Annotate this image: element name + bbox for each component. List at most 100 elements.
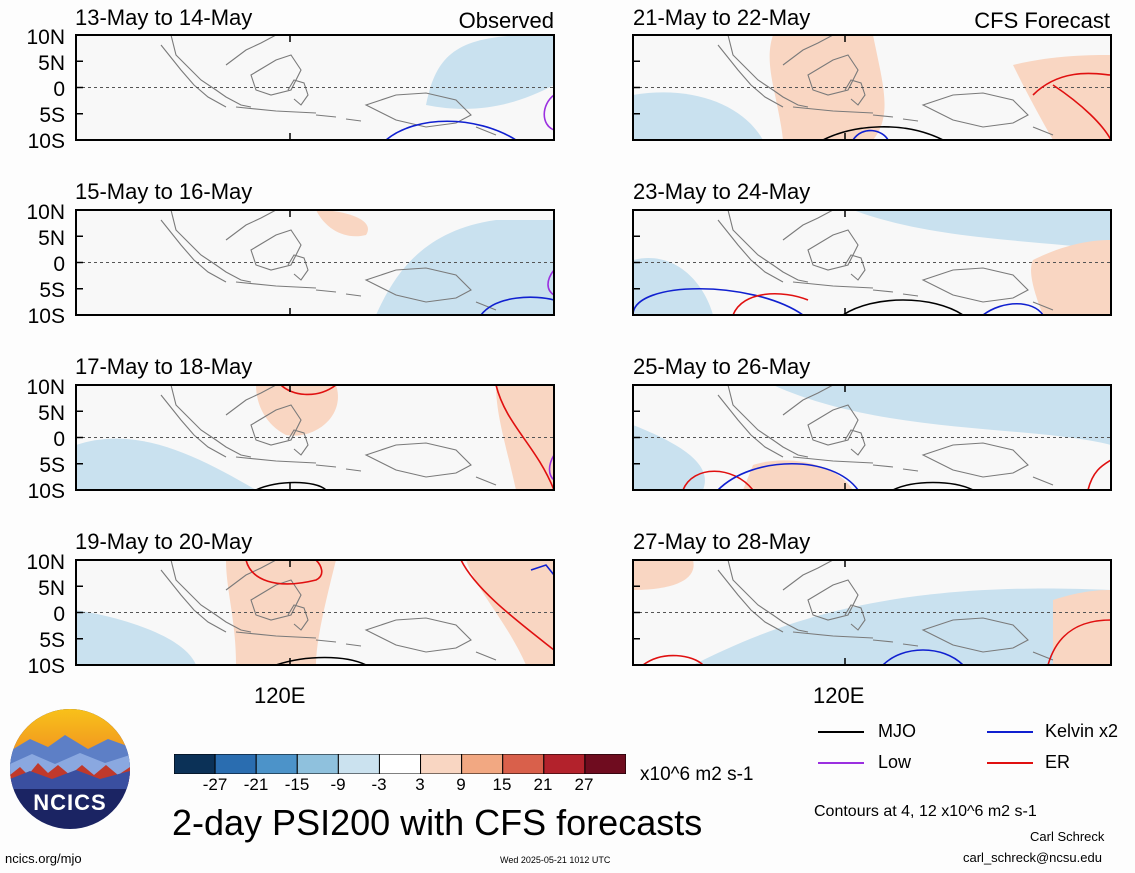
contour-line <box>632 288 804 316</box>
contour-line <box>1087 459 1112 491</box>
contour-line <box>717 462 859 491</box>
colorbar-tick: -9 <box>330 775 346 794</box>
colorbar-swatch <box>502 754 545 774</box>
coastline <box>717 34 1054 136</box>
colorbar-swatch <box>584 754 626 774</box>
anomaly-region <box>76 438 256 490</box>
legend-line-kelvin <box>987 731 1033 733</box>
anomaly-region <box>633 258 713 315</box>
anomaly-region <box>426 35 554 109</box>
panel-title: 13-May to 14-May <box>75 5 253 30</box>
panel-title: 23-May to 24-May <box>633 179 811 204</box>
lon-label: 120E <box>254 683 306 708</box>
panel-title: 25-May to 26-May <box>633 354 811 379</box>
contour-line <box>548 454 555 481</box>
contour-line <box>852 129 889 141</box>
contour-line <box>530 564 555 576</box>
author: Carl Schreck <box>1030 829 1105 844</box>
lat-label: 5S <box>39 629 65 652</box>
anomaly-region <box>1031 240 1111 315</box>
colorbar-swatch <box>337 754 380 774</box>
contour-line <box>882 649 964 666</box>
forecast-label: CFS Forecast <box>974 8 1110 33</box>
lat-label: 10S <box>27 305 65 328</box>
contour-line <box>255 481 327 491</box>
coastline <box>160 384 497 486</box>
colorbar-tick: -3 <box>371 775 387 794</box>
lat-label: 5N <box>38 577 65 600</box>
colorbar-swatch <box>296 754 339 774</box>
contour-line <box>275 656 367 666</box>
contour-line <box>842 299 964 316</box>
panel-title: 21-May to 22-May <box>633 5 811 30</box>
map-panel-forecast-3 <box>632 384 1112 491</box>
map-panel-observed-2 <box>75 209 555 316</box>
anomaly-region <box>633 92 763 140</box>
lat-label: 5S <box>39 454 65 477</box>
panel-title: 27-May to 28-May <box>633 529 811 554</box>
lat-label: 0 <box>53 428 65 451</box>
site-url: ncics.org/mjo <box>5 851 82 866</box>
legend-label: Kelvin x2 <box>1045 721 1119 741</box>
contours-note: Contours at 4, 12 x10^6 m2 s-1 <box>814 803 1037 820</box>
panel-title: 17-May to 18-May <box>75 354 253 379</box>
lat-label: 5S <box>39 104 65 127</box>
colorbar-tick: 15 <box>492 775 512 794</box>
colorbar-swatch <box>461 754 504 774</box>
lat-label: 10N <box>26 376 65 399</box>
email: carl_schreck@ncsu.edu <box>963 850 1102 865</box>
anomaly-region <box>316 210 368 237</box>
contour-line <box>892 481 974 491</box>
colorbar-units: x10^6 m2 s-1 <box>640 764 754 785</box>
contour-line <box>280 384 337 396</box>
map-panel-observed-1 <box>75 34 555 141</box>
coastline <box>717 559 1054 661</box>
lat-label: 0 <box>53 253 65 276</box>
lat-label: 5S <box>39 279 65 302</box>
contour-line <box>1052 84 1112 141</box>
colorbar-swatch <box>174 754 216 774</box>
contour-line <box>682 470 754 491</box>
coastline <box>160 34 497 136</box>
contour-line <box>982 303 1044 316</box>
colorbar-swatch <box>255 754 298 774</box>
legend-line-low <box>818 762 864 764</box>
contour-line <box>642 654 704 666</box>
lat-label: 5N <box>38 227 65 250</box>
contour-line <box>245 559 323 585</box>
lat-label: 10S <box>27 655 65 678</box>
contour-line <box>1032 72 1112 96</box>
map-panel-observed-3 <box>75 384 555 491</box>
contour-line <box>543 94 555 131</box>
contour-line <box>495 384 555 491</box>
colorbar-swatch <box>543 754 586 774</box>
main-title: 2-day PSI200 with CFS forecasts <box>172 802 703 843</box>
contour-line <box>480 296 555 316</box>
anomaly-region <box>773 385 1111 445</box>
lat-label: 10S <box>27 480 65 503</box>
colorbar-tick: -15 <box>284 775 310 794</box>
lat-label: 5N <box>38 402 65 425</box>
timestamp: Wed 2025-05-21 1012 UTC <box>500 855 611 865</box>
lat-label: 10N <box>26 26 65 49</box>
contour-line <box>385 120 517 141</box>
coastline <box>717 384 1054 486</box>
legend-line-er <box>987 762 1033 764</box>
anomaly-region <box>496 385 554 490</box>
legend-label: Low <box>878 752 912 772</box>
colorbar <box>174 754 626 774</box>
panel-title: 19-May to 20-May <box>75 529 253 554</box>
lat-label: 0 <box>53 603 65 626</box>
legend-label: MJO <box>878 721 916 741</box>
legend-label: ER <box>1045 752 1071 772</box>
panel-title: 15-May to 16-May <box>75 179 253 204</box>
anomaly-region <box>633 560 694 590</box>
contour-line <box>547 269 555 296</box>
anomaly-region <box>376 220 554 315</box>
colorbar-swatch <box>214 754 257 774</box>
lat-label: 10S <box>27 130 65 153</box>
map-panel-forecast-4 <box>632 559 1112 666</box>
anomaly-region <box>1053 590 1111 665</box>
contour-line <box>1047 619 1112 666</box>
lon-label: 120E <box>813 683 865 708</box>
